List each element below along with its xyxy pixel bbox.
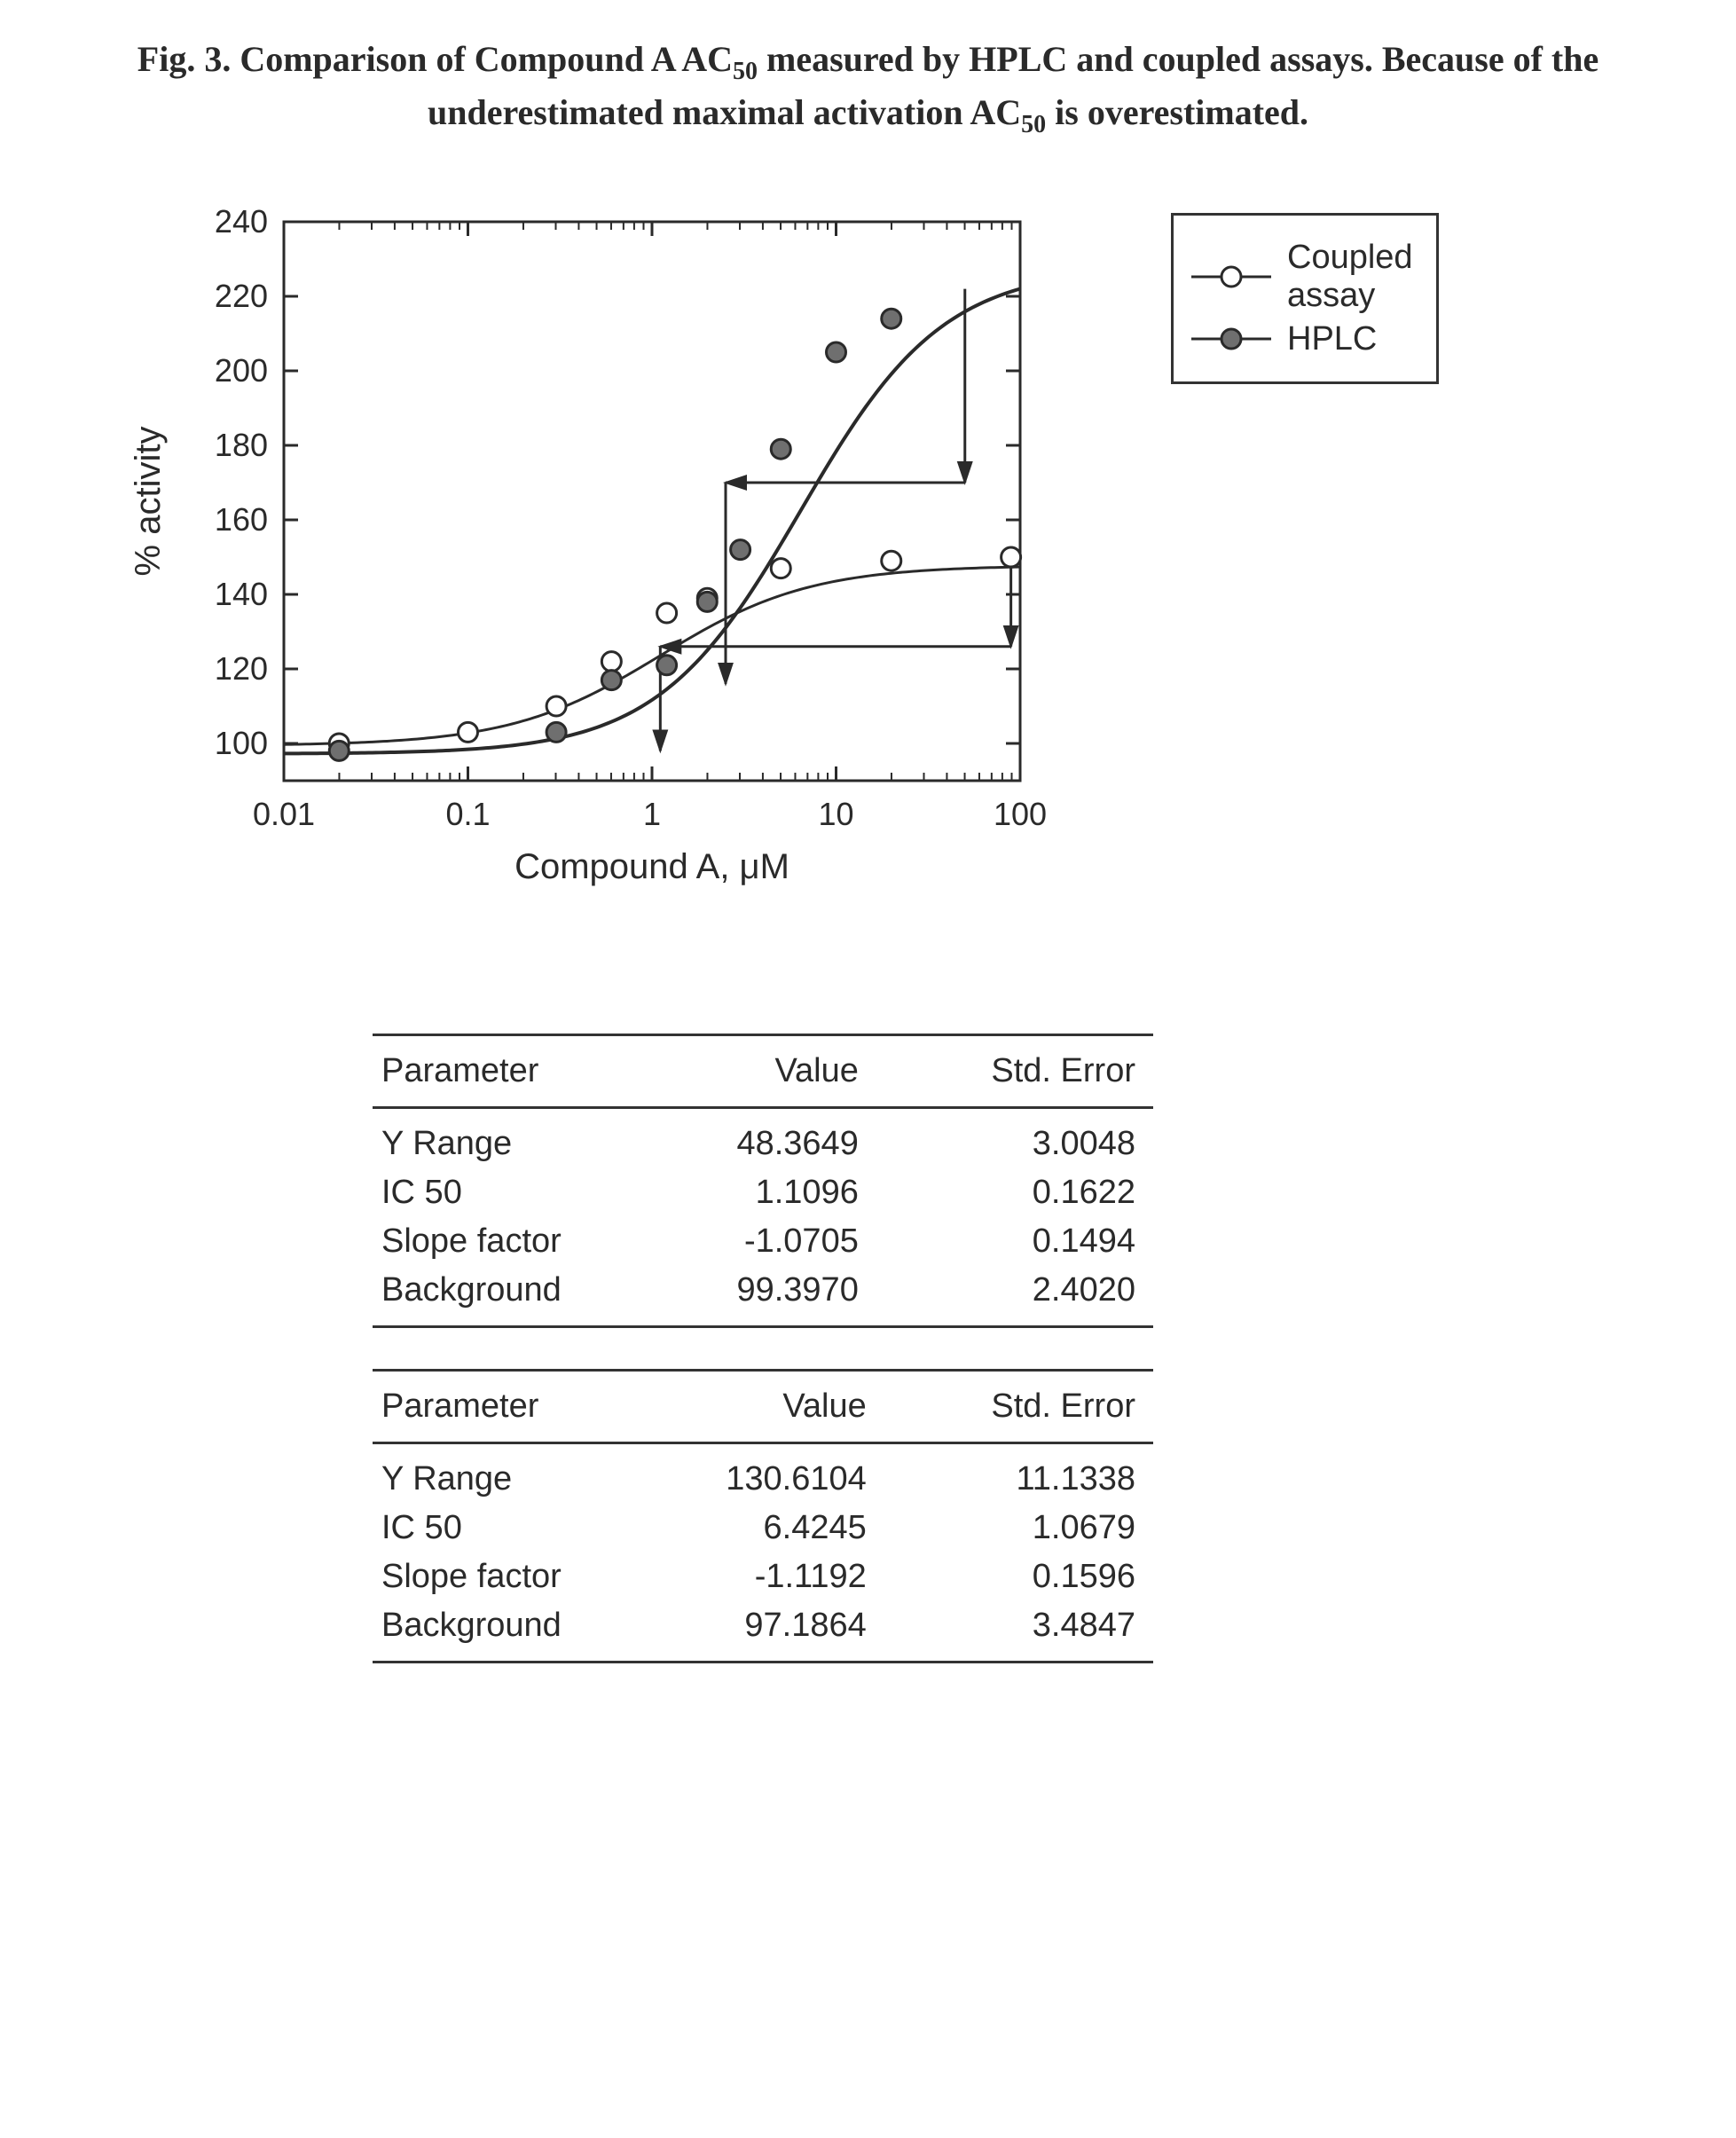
table-cell: Y Range [373, 1120, 652, 1168]
svg-text:220: 220 [215, 278, 268, 314]
table-header: Value [643, 1370, 920, 1442]
svg-text:180: 180 [215, 427, 268, 463]
table-cell: 48.3649 [652, 1120, 912, 1168]
table-cell: Slope factor [373, 1552, 643, 1601]
svg-text:200: 200 [215, 352, 268, 389]
table-header: Std. Error [912, 1034, 1153, 1107]
table-header: Value [652, 1034, 912, 1107]
filled-circle-icon [1191, 324, 1271, 354]
svg-text:160: 160 [215, 501, 268, 538]
svg-text:0.1: 0.1 [445, 796, 490, 832]
legend-item-hplc: HPLC [1191, 320, 1413, 358]
svg-text:100: 100 [215, 725, 268, 761]
table-row: Y Range130.610411.1338 [373, 1455, 1153, 1504]
svg-text:% activity: % activity [129, 426, 168, 576]
svg-text:100: 100 [994, 796, 1047, 832]
table-cell: 130.6104 [643, 1455, 920, 1504]
table-cell: 11.1338 [920, 1455, 1153, 1504]
table-cell: 0.1596 [920, 1552, 1153, 1601]
legend-label: HPLC [1287, 320, 1377, 358]
table-cell: Y Range [373, 1455, 643, 1504]
table-row: Y Range48.36493.0048 [373, 1120, 1153, 1168]
table-row: IC 506.42451.0679 [373, 1504, 1153, 1552]
table-cell: 3.4847 [920, 1601, 1153, 1662]
table-row: Slope factor-1.11920.1596 [373, 1552, 1153, 1601]
table-row: IC 501.10960.1622 [373, 1168, 1153, 1217]
table-cell: 97.1864 [643, 1601, 920, 1662]
legend-item-coupled: Coupled assay [1191, 239, 1413, 315]
table-cell: -1.1192 [643, 1552, 920, 1601]
table-cell: 99.3970 [652, 1266, 912, 1327]
table-header: Parameter [373, 1034, 652, 1107]
table-cell: 1.1096 [652, 1168, 912, 1217]
table-cell: 0.1622 [912, 1168, 1153, 1217]
table-cell: Slope factor [373, 1217, 652, 1266]
legend-label: Coupled assay [1287, 239, 1413, 315]
dose-response-chart: 100 120 140 160 180 200 220 240 0.01 0.1 1 10 100 Com… [89, 186, 1118, 985]
table-row: Background99.39702.4020 [373, 1266, 1153, 1327]
svg-text:240: 240 [215, 203, 268, 240]
chart-container: 100 120 140 160 180 200 220 240 0.01 0.1 1 10 100 Com… [89, 186, 1118, 989]
param-table-hplc-params: ParameterValueStd. Error Y Range130.61041… [373, 1369, 1153, 1663]
svg-text:Compound A, μM: Compound A, μM [515, 847, 789, 886]
svg-text:120: 120 [215, 650, 268, 687]
table-cell: 1.0679 [920, 1504, 1153, 1552]
figure-caption: Fig. 3. Comparison of Compound A AC50 me… [114, 35, 1622, 142]
table-cell: 3.0048 [912, 1120, 1153, 1168]
table-header: Parameter [373, 1370, 643, 1442]
svg-text:10: 10 [818, 796, 853, 832]
parameter-tables: ParameterValueStd. ErrorY Range48.36493.… [373, 1034, 1153, 1663]
open-circle-icon [1191, 262, 1271, 292]
table-cell: 0.1494 [912, 1217, 1153, 1266]
table-cell: Background [373, 1601, 643, 1662]
table-row: Background97.18643.4847 [373, 1601, 1153, 1662]
table-cell: IC 50 [373, 1504, 643, 1552]
table-cell: 6.4245 [643, 1504, 920, 1552]
table-cell: -1.0705 [652, 1217, 912, 1266]
table-cell: Background [373, 1266, 652, 1327]
param-table-coupled-params: ParameterValueStd. Error Y Range48.36493.… [373, 1034, 1153, 1328]
legend: Coupled assay HPLC [1171, 213, 1439, 384]
svg-text:0.01: 0.01 [253, 796, 315, 832]
table-cell: IC 50 [373, 1168, 652, 1217]
svg-text:140: 140 [215, 576, 268, 612]
table-header: Std. Error [920, 1370, 1153, 1442]
table-row: Slope factor-1.07050.1494 [373, 1217, 1153, 1266]
table-cell: 2.4020 [912, 1266, 1153, 1327]
svg-text:1: 1 [643, 796, 661, 832]
